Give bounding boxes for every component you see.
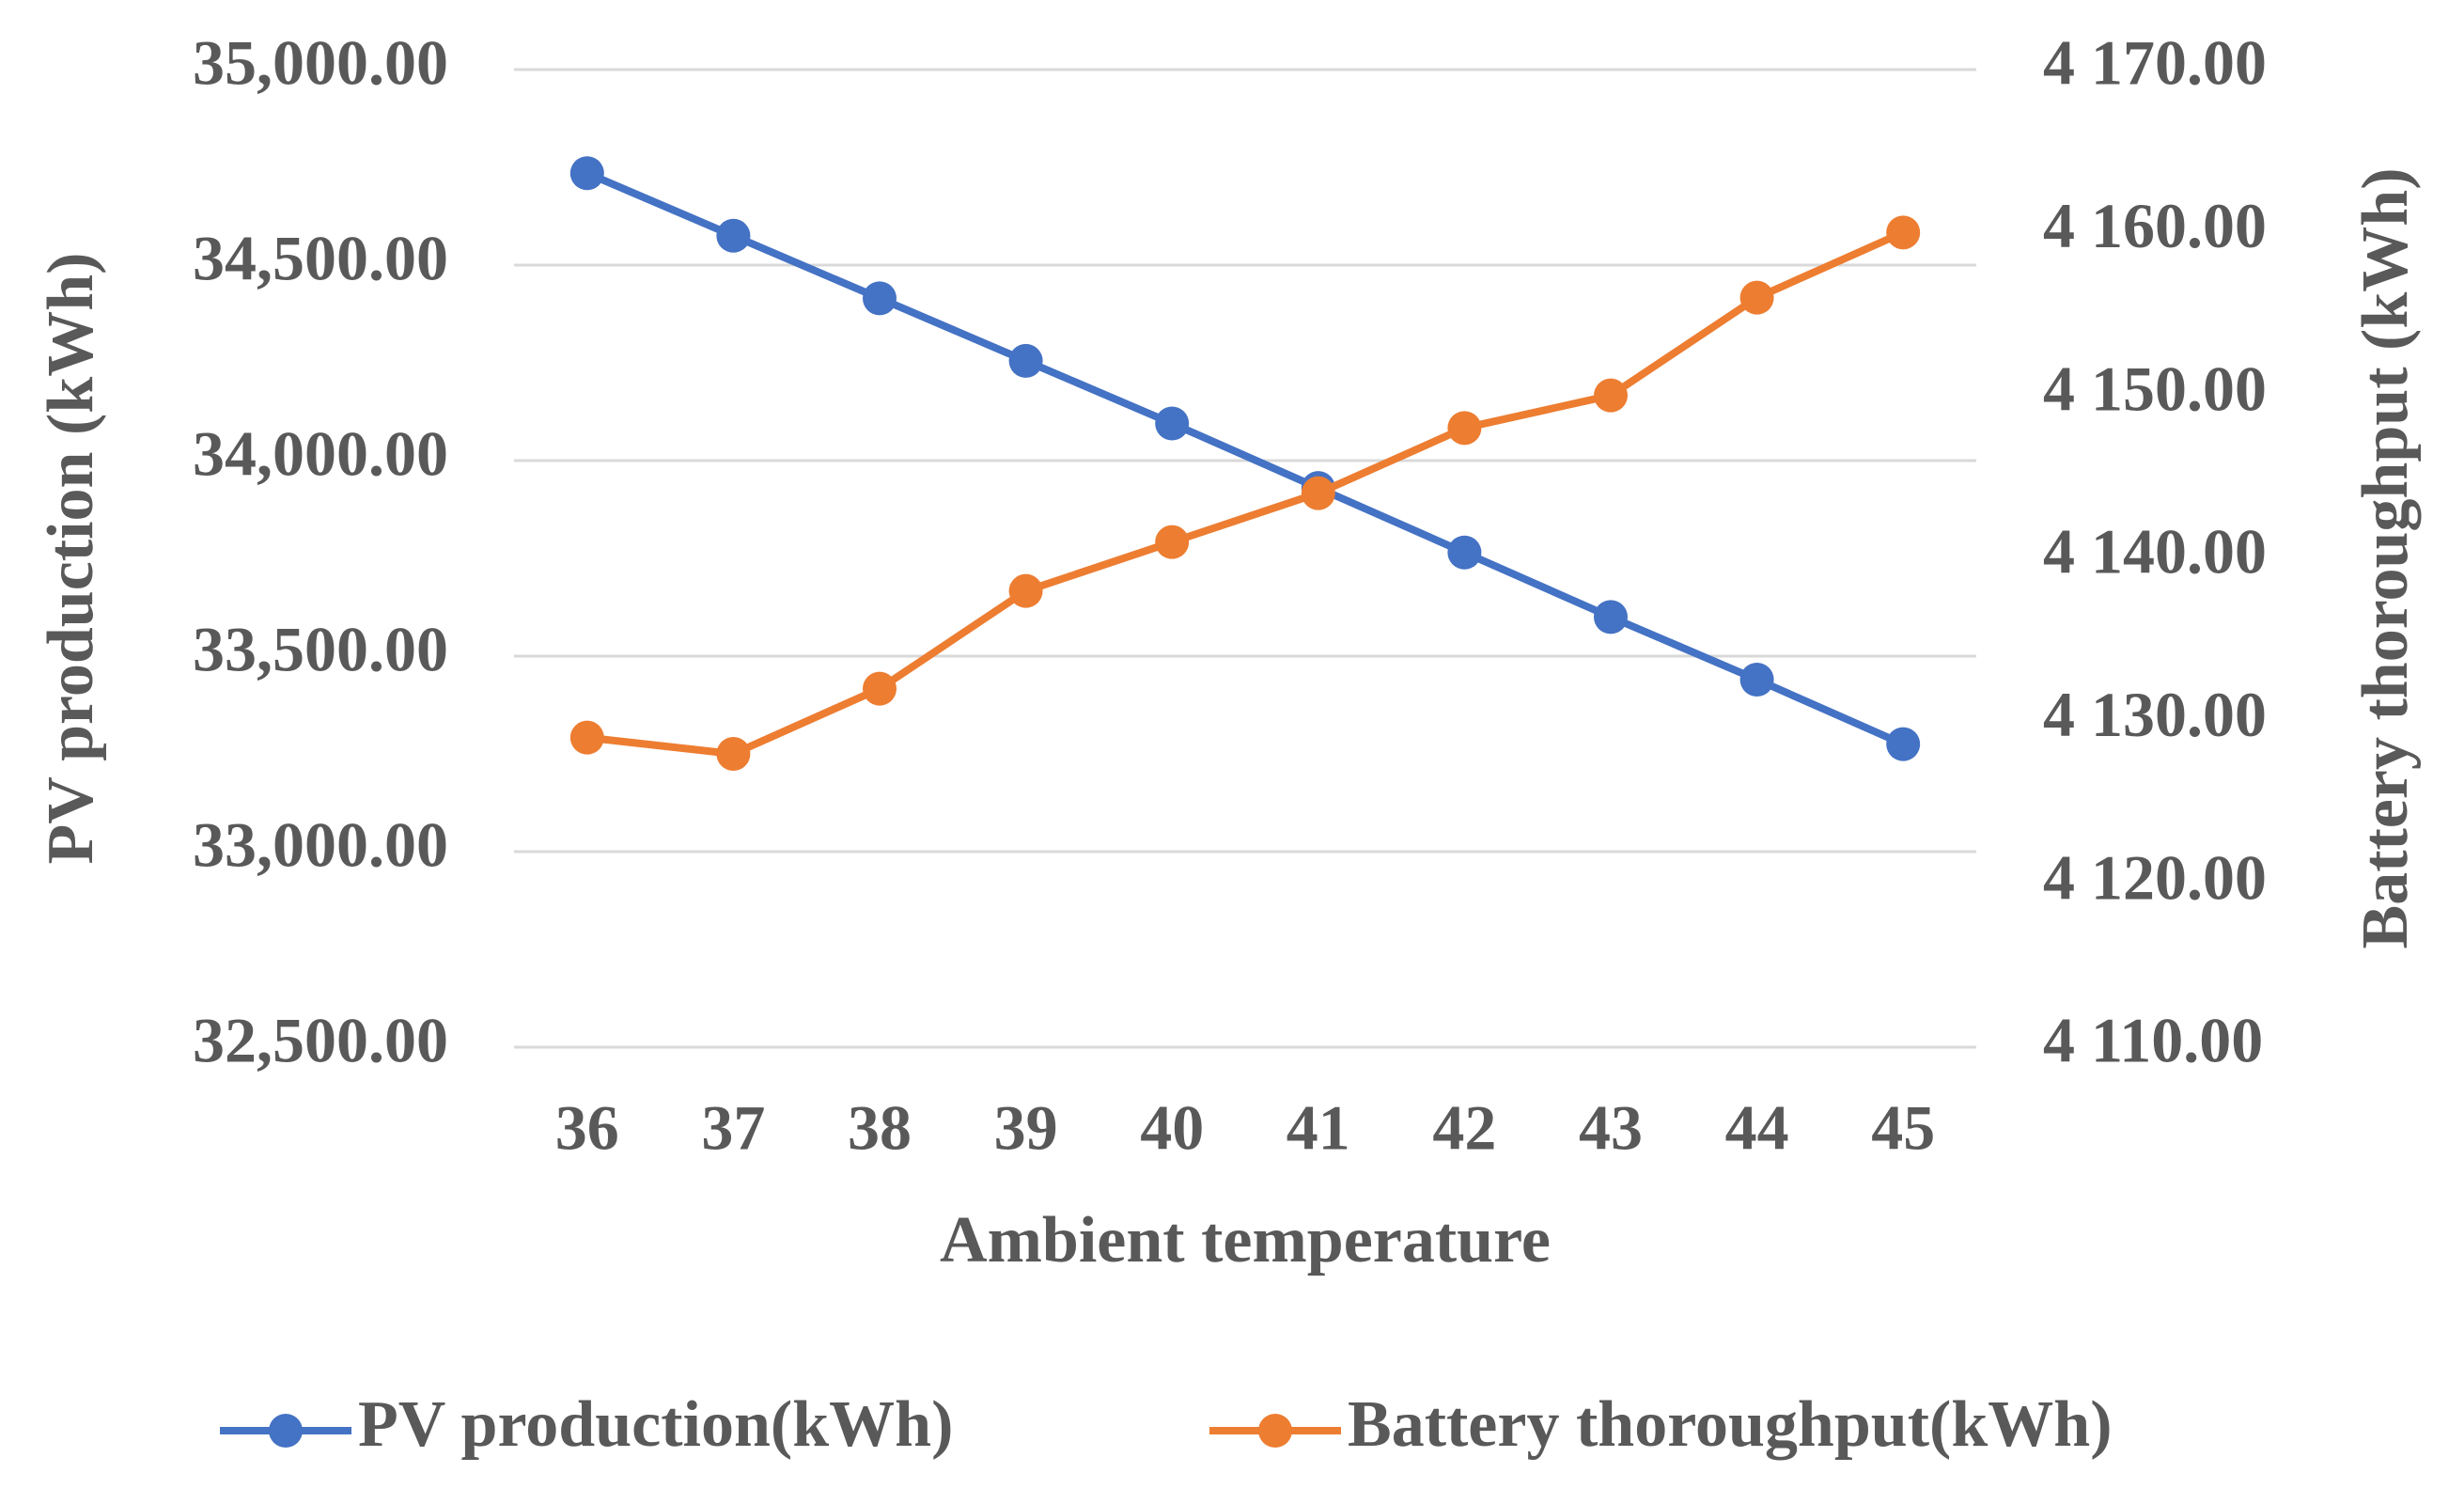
x-tick-label: 44 (1725, 1092, 1789, 1164)
x-tick-label: 45 (1871, 1092, 1935, 1164)
point (1008, 573, 1043, 608)
y-tick-label: 33,500.00 (193, 614, 448, 685)
point (1447, 411, 1482, 446)
x-axis-title: Ambient temperature (940, 1204, 1551, 1277)
point (1594, 378, 1628, 413)
point (569, 156, 604, 191)
x-tick-label: 37 (701, 1092, 765, 1164)
y-tick-label: 35,000.00 (193, 27, 448, 99)
point (1886, 215, 1921, 250)
point (716, 737, 751, 771)
point (1739, 662, 1774, 697)
point (1447, 535, 1482, 570)
point (1155, 525, 1190, 559)
y-axis-title: PV production (kWh) (35, 253, 107, 865)
legend-marker (1258, 1414, 1292, 1448)
y2-tick-label: 4 120.00 (2043, 841, 2267, 913)
point (569, 720, 604, 755)
x-tick-label: 38 (848, 1092, 912, 1164)
y2-tick-label: 4 140.00 (2043, 516, 2267, 588)
y2-tick-label: 4 110.00 (2043, 1005, 2263, 1076)
y2-tick-label: 4 130.00 (2043, 679, 2267, 750)
point (1739, 280, 1774, 315)
y-tick-label: 32,500.00 (193, 1005, 448, 1076)
point (1155, 406, 1190, 441)
series-line (586, 228, 1905, 758)
point (863, 671, 897, 706)
x-tick-label: 36 (555, 1092, 619, 1164)
point (1594, 600, 1628, 634)
x-tick-label: 42 (1432, 1092, 1496, 1164)
y-tick-label: 34,500.00 (193, 223, 448, 294)
point (716, 218, 751, 253)
legend-label: PV production(kWh) (358, 1388, 953, 1461)
y-tick-label: 34,000.00 (193, 418, 448, 490)
point (1008, 343, 1043, 378)
y-tick-label: 33,000.00 (193, 809, 448, 881)
legend-label: Battery thoroughput(kWh) (1348, 1388, 2113, 1461)
y2-tick-label: 4 160.00 (2043, 190, 2267, 261)
y2-tick-label: 4 170.00 (2043, 27, 2267, 99)
y2-axis-title: Battery thoroughput (kWh) (2349, 167, 2422, 948)
x-tick-label: 41 (1287, 1092, 1350, 1164)
point (863, 281, 897, 316)
point (1301, 476, 1335, 510)
point (1886, 727, 1921, 761)
legend-marker (269, 1414, 303, 1448)
y2-tick-label: 4 150.00 (2043, 352, 2267, 424)
series-line (585, 169, 1905, 748)
x-tick-label: 40 (1140, 1092, 1204, 1164)
x-tick-label: 39 (994, 1092, 1058, 1164)
x-tick-label: 43 (1579, 1092, 1643, 1164)
